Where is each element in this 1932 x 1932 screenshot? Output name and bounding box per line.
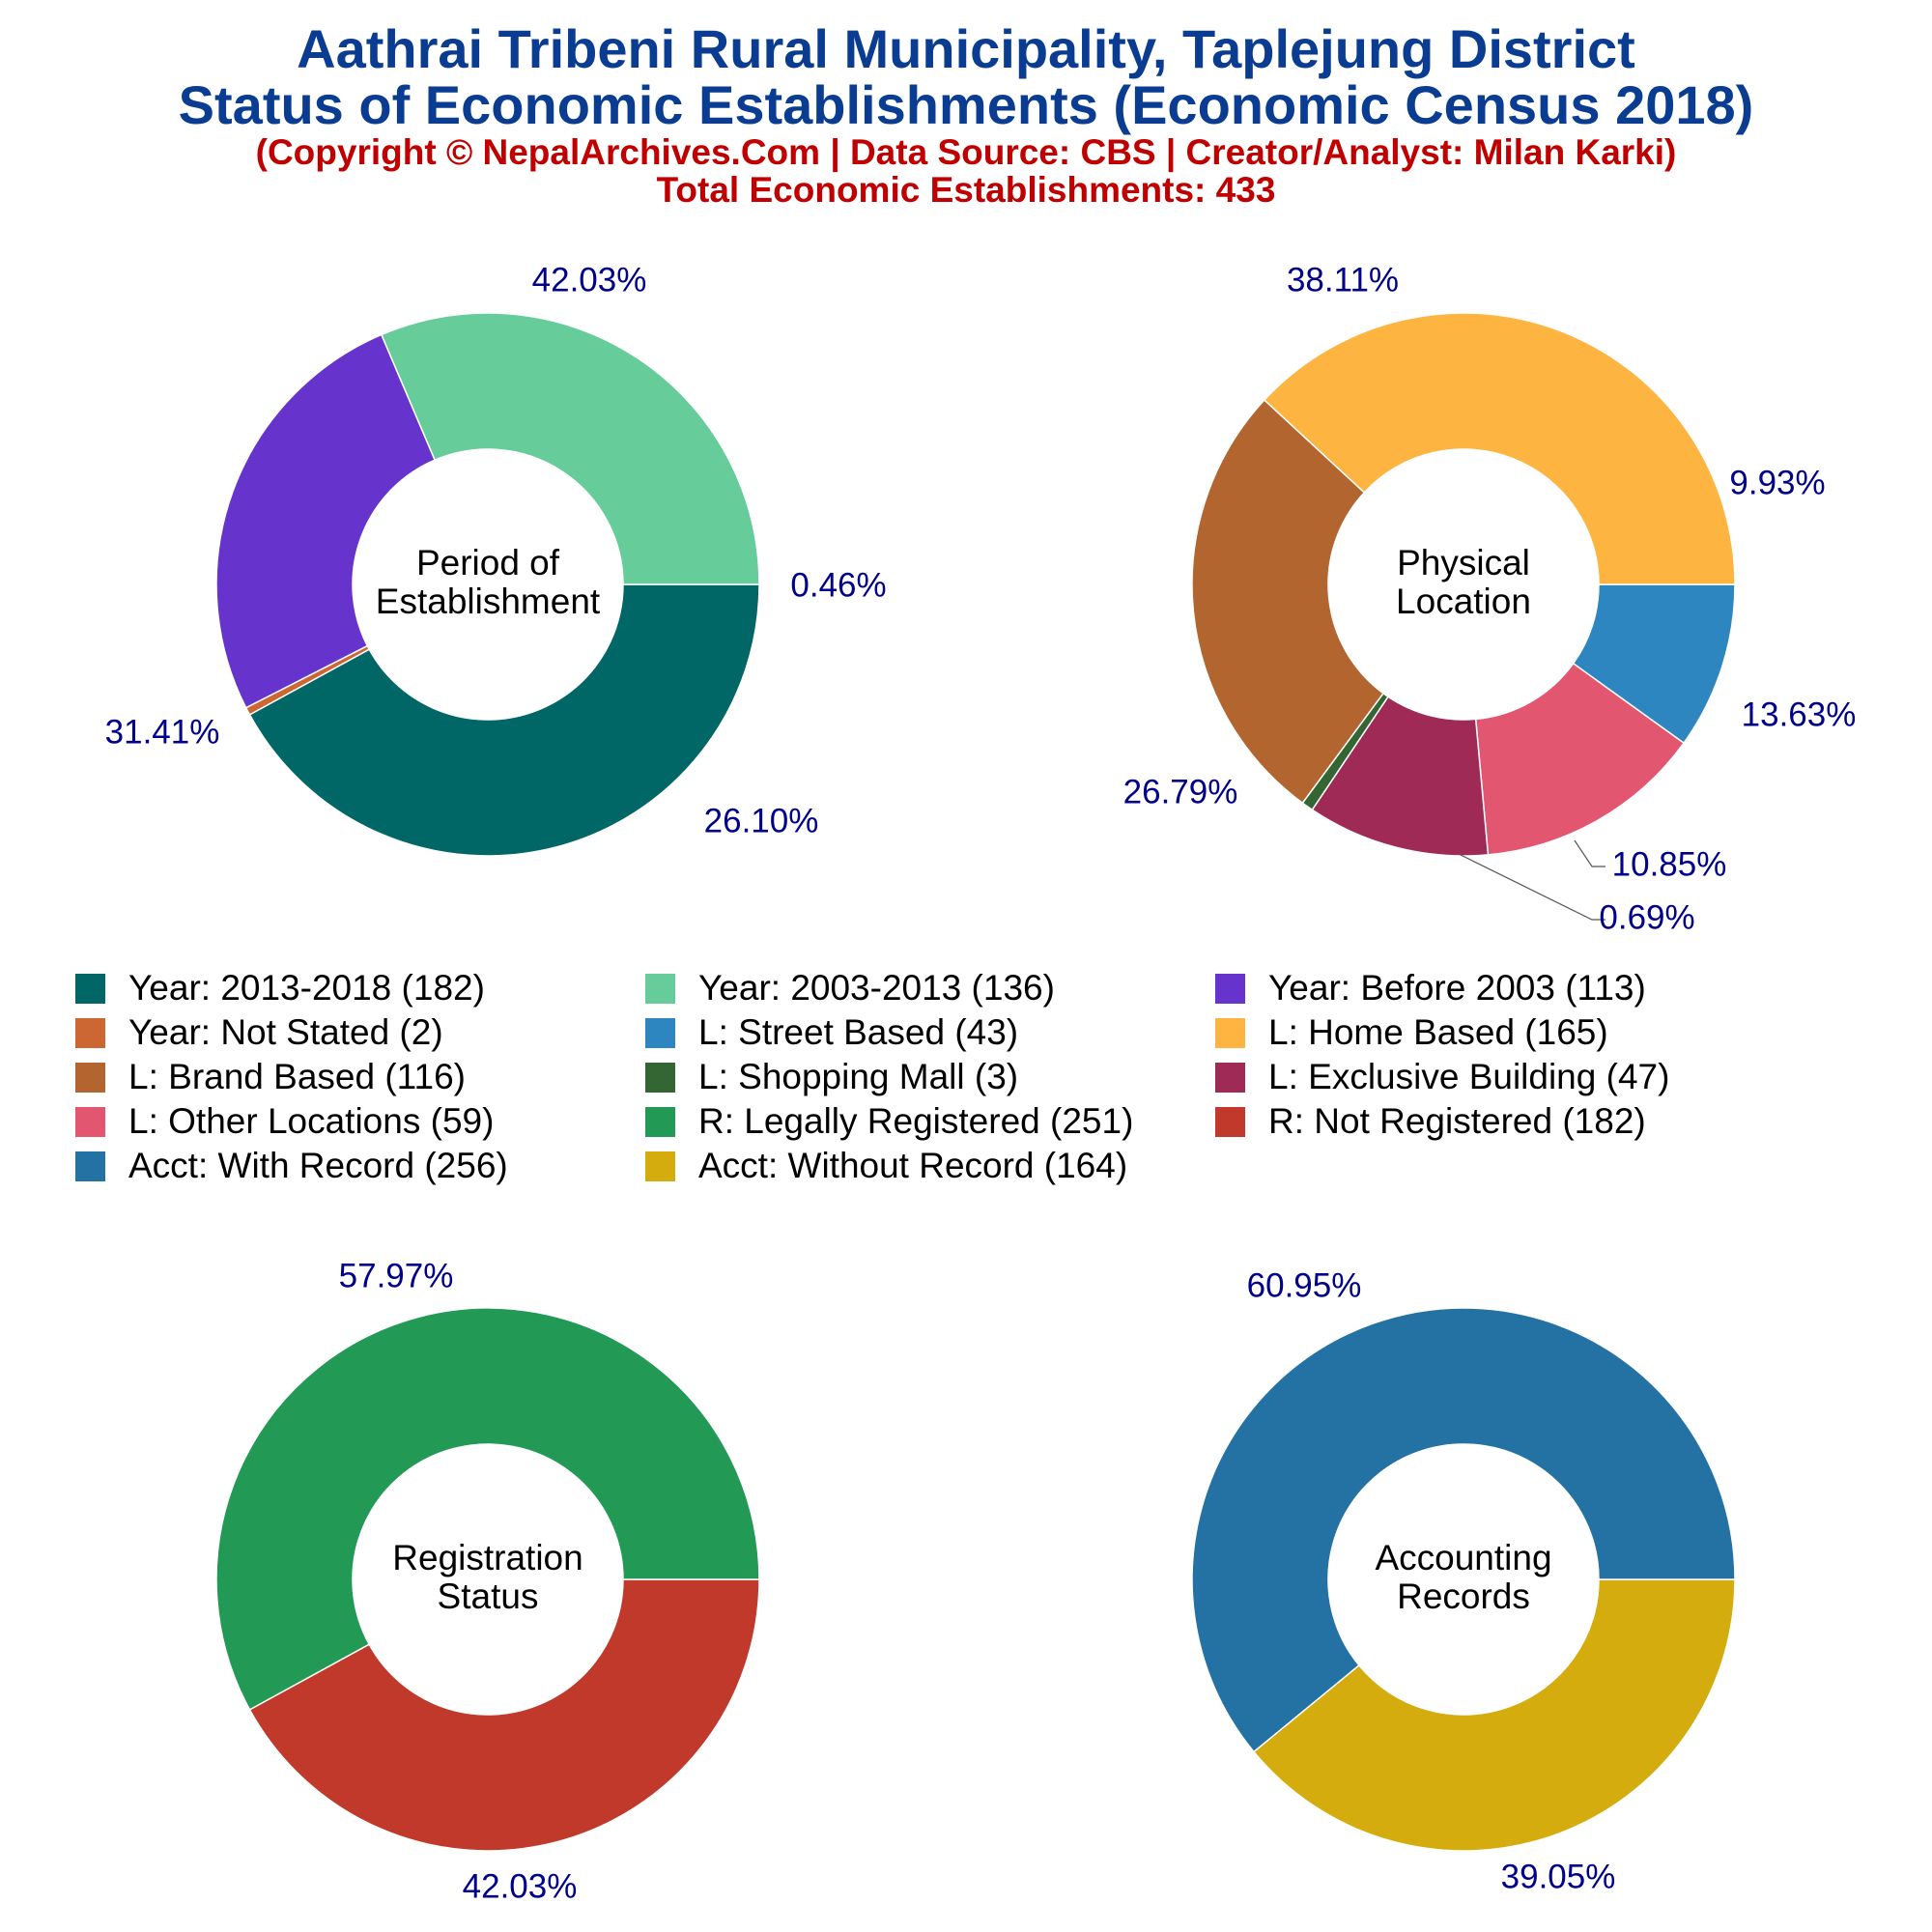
- slice-year-before-2003: [215, 333, 437, 709]
- legend-swatch: [1215, 1062, 1245, 1093]
- legend-item: R: Legally Registered (251): [645, 1099, 1133, 1144]
- legend-swatch: [1215, 1106, 1245, 1137]
- legend-label: L: Street Based (43): [698, 1012, 1019, 1052]
- chart-header: Aathrai Tribeni Rural Municipality, Tapl…: [0, 18, 1932, 210]
- legend-swatch: [1215, 973, 1245, 1004]
- legend-item: Year: Not Stated (2): [75, 1010, 443, 1055]
- percent-label-l-shopping-mall: 0.69%: [1599, 898, 1694, 936]
- legend-label: Year: 2003-2013 (136): [698, 968, 1055, 1008]
- legend-swatch: [75, 1017, 105, 1048]
- legend-item: L: Street Based (43): [645, 1010, 1018, 1055]
- legend-label: L: Other Locations (59): [128, 1101, 495, 1141]
- percent-label-l-home-based: 38.11%: [1287, 261, 1399, 298]
- legend-swatch: [75, 973, 105, 1004]
- slice-l-brand-based: [1191, 398, 1385, 805]
- center-label-line-2: Establishment: [376, 582, 601, 621]
- percent-label-year-not-stated: 0.46%: [790, 566, 886, 604]
- percent-label-year-before-2003: 26.10%: [704, 802, 819, 839]
- legend-label: L: Home Based (165): [1268, 1012, 1608, 1052]
- legend-label: Year: 2013-2018 (182): [128, 968, 485, 1008]
- percent-label-l-exclusive-building: 10.85%: [1612, 845, 1727, 883]
- legend-swatch: [645, 973, 675, 1004]
- percent-label-r-legally-registered: 57.97%: [339, 1257, 454, 1294]
- center-label-line-1: Registration: [392, 1538, 582, 1577]
- legend-item: L: Shopping Mall (3): [645, 1055, 1018, 1099]
- percent-label-acct-with-record: 60.95%: [1247, 1266, 1362, 1304]
- legend-label: L: Brand Based (116): [128, 1057, 466, 1096]
- slice-l-home-based: [1263, 312, 1736, 585]
- chart-title-line-1: Aathrai Tribeni Rural Municipality, Tapl…: [297, 18, 1635, 79]
- slice-year-2003-2013: [380, 312, 760, 585]
- legend-label: Year: Before 2003 (113): [1268, 968, 1646, 1008]
- slice-r-legally-registered: [215, 1307, 760, 1711]
- legend-label: L: Shopping Mall (3): [698, 1057, 1019, 1096]
- legend-swatch: [75, 1106, 105, 1137]
- chart-subtitle-line-1: (Copyright © NepalArchives.Com | Data So…: [255, 132, 1677, 172]
- percent-label-l-other-locations: 13.63%: [1742, 696, 1857, 733]
- leader-line-l-exclusive-building: [1574, 839, 1605, 867]
- percent-label-r-not-registered: 42.03%: [463, 1867, 578, 1905]
- legend-item: Acct: Without Record (164): [645, 1144, 1127, 1188]
- legend-item: Year: 2013-2018 (182): [75, 966, 485, 1010]
- legend-label: Year: Not Stated (2): [128, 1012, 443, 1052]
- center-label-line-1: Period of: [416, 543, 560, 582]
- percent-label-acct-without-record: 39.05%: [1501, 1858, 1616, 1895]
- legend-item: L: Exclusive Building (47): [1215, 1055, 1669, 1099]
- legend-swatch: [645, 1062, 675, 1093]
- chart-subtitle-line-2: Total Economic Establishments: 433: [656, 170, 1276, 210]
- legend-item: Year: 2003-2013 (136): [645, 966, 1055, 1010]
- legend-item: L: Brand Based (116): [75, 1055, 466, 1099]
- percent-label-year-2013-2018: 42.03%: [532, 261, 647, 298]
- legend-swatch: [645, 1017, 675, 1048]
- percent-label-l-street-based: 9.93%: [1729, 464, 1825, 501]
- legend-item: Year: Before 2003 (113): [1215, 966, 1646, 1010]
- center-label-line-2: Location: [1396, 582, 1531, 621]
- slice-acct-with-record: [1191, 1307, 1736, 1753]
- legend-label: R: Legally Registered (251): [698, 1101, 1134, 1141]
- percent-label-year-2003-2013: 31.41%: [105, 713, 220, 751]
- legend-label: R: Not Registered (182): [1268, 1101, 1646, 1141]
- legend-item: L: Other Locations (59): [75, 1099, 494, 1144]
- leader-line-l-shopping-mall: [1458, 853, 1605, 921]
- legend-swatch: [645, 1151, 675, 1181]
- donut-chart-2: 9.93% 13.63% 10.85% 0.69% 26.79% 38.11% Physic…: [1123, 261, 1857, 936]
- center-label-line-1: Accounting: [1375, 1538, 1551, 1577]
- legend-label: Acct: Without Record (164): [698, 1146, 1128, 1185]
- legend-item: L: Home Based (165): [1215, 1010, 1608, 1055]
- donut-chart-1: 42.03% 0.46% 26.10% 31.41% Period ofEstablis…: [105, 261, 887, 857]
- slice-year-2013-2018: [248, 583, 760, 857]
- legend: Year: 2013-2018 (182) Year: 2003-2013 (13…: [75, 966, 1911, 1188]
- percent-label-l-brand-based: 26.79%: [1123, 773, 1238, 810]
- slice-r-not-registered: [248, 1578, 760, 1852]
- slice-acct-without-record: [1252, 1578, 1736, 1852]
- legend-item: R: Not Registered (182): [1215, 1099, 1646, 1144]
- legend-swatch: [75, 1151, 105, 1181]
- legend-swatch: [1215, 1017, 1245, 1048]
- chart-title-line-2: Status of Economic Establishments (Econo…: [178, 74, 1754, 135]
- center-label-line-2: Records: [1397, 1577, 1530, 1616]
- legend-swatch: [645, 1106, 675, 1137]
- center-label-line-1: Physical: [1397, 543, 1530, 582]
- legend-label: Acct: With Record (256): [128, 1146, 508, 1185]
- center-label-line-2: Status: [438, 1577, 539, 1616]
- legend-swatch: [75, 1062, 105, 1093]
- legend-label: L: Exclusive Building (47): [1268, 1057, 1670, 1096]
- slice-l-other-locations: [1474, 662, 1686, 856]
- legend-item: Acct: With Record (256): [75, 1144, 508, 1188]
